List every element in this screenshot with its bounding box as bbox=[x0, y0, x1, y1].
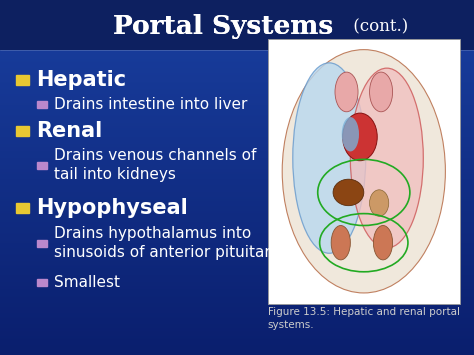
Text: Figure 13.5: Hepatic and renal portal
systems.: Figure 13.5: Hepatic and renal portal sy… bbox=[268, 307, 460, 330]
FancyBboxPatch shape bbox=[16, 75, 29, 85]
FancyBboxPatch shape bbox=[0, 0, 474, 50]
Ellipse shape bbox=[370, 72, 392, 112]
Text: Portal Systems: Portal Systems bbox=[113, 14, 333, 39]
Text: Smallest: Smallest bbox=[54, 275, 120, 290]
Ellipse shape bbox=[335, 72, 358, 112]
FancyBboxPatch shape bbox=[16, 203, 29, 213]
Text: Renal: Renal bbox=[36, 121, 102, 141]
Ellipse shape bbox=[282, 50, 446, 293]
Text: Portal Systems: Portal Systems bbox=[113, 14, 333, 39]
Ellipse shape bbox=[370, 190, 389, 216]
Text: (cont.): (cont.) bbox=[348, 18, 409, 35]
Ellipse shape bbox=[293, 63, 366, 253]
FancyBboxPatch shape bbox=[37, 240, 47, 247]
FancyBboxPatch shape bbox=[268, 39, 460, 304]
Text: Drains venous channels of
tail into kidneys: Drains venous channels of tail into kidn… bbox=[54, 148, 256, 182]
FancyBboxPatch shape bbox=[37, 279, 47, 286]
Text: Hypophyseal: Hypophyseal bbox=[36, 198, 188, 218]
Text: Hepatic: Hepatic bbox=[36, 70, 126, 90]
FancyBboxPatch shape bbox=[37, 162, 47, 169]
FancyBboxPatch shape bbox=[37, 101, 47, 108]
Ellipse shape bbox=[342, 117, 359, 152]
Ellipse shape bbox=[333, 179, 364, 206]
Text: Drains hypothalamus into
sinusoids of anterior pituitary: Drains hypothalamus into sinusoids of an… bbox=[54, 226, 280, 260]
Ellipse shape bbox=[374, 225, 392, 260]
FancyBboxPatch shape bbox=[16, 126, 29, 136]
Text: Drains intestine into liver: Drains intestine into liver bbox=[54, 97, 247, 112]
Ellipse shape bbox=[331, 225, 350, 260]
Ellipse shape bbox=[350, 68, 423, 248]
Ellipse shape bbox=[343, 113, 377, 161]
